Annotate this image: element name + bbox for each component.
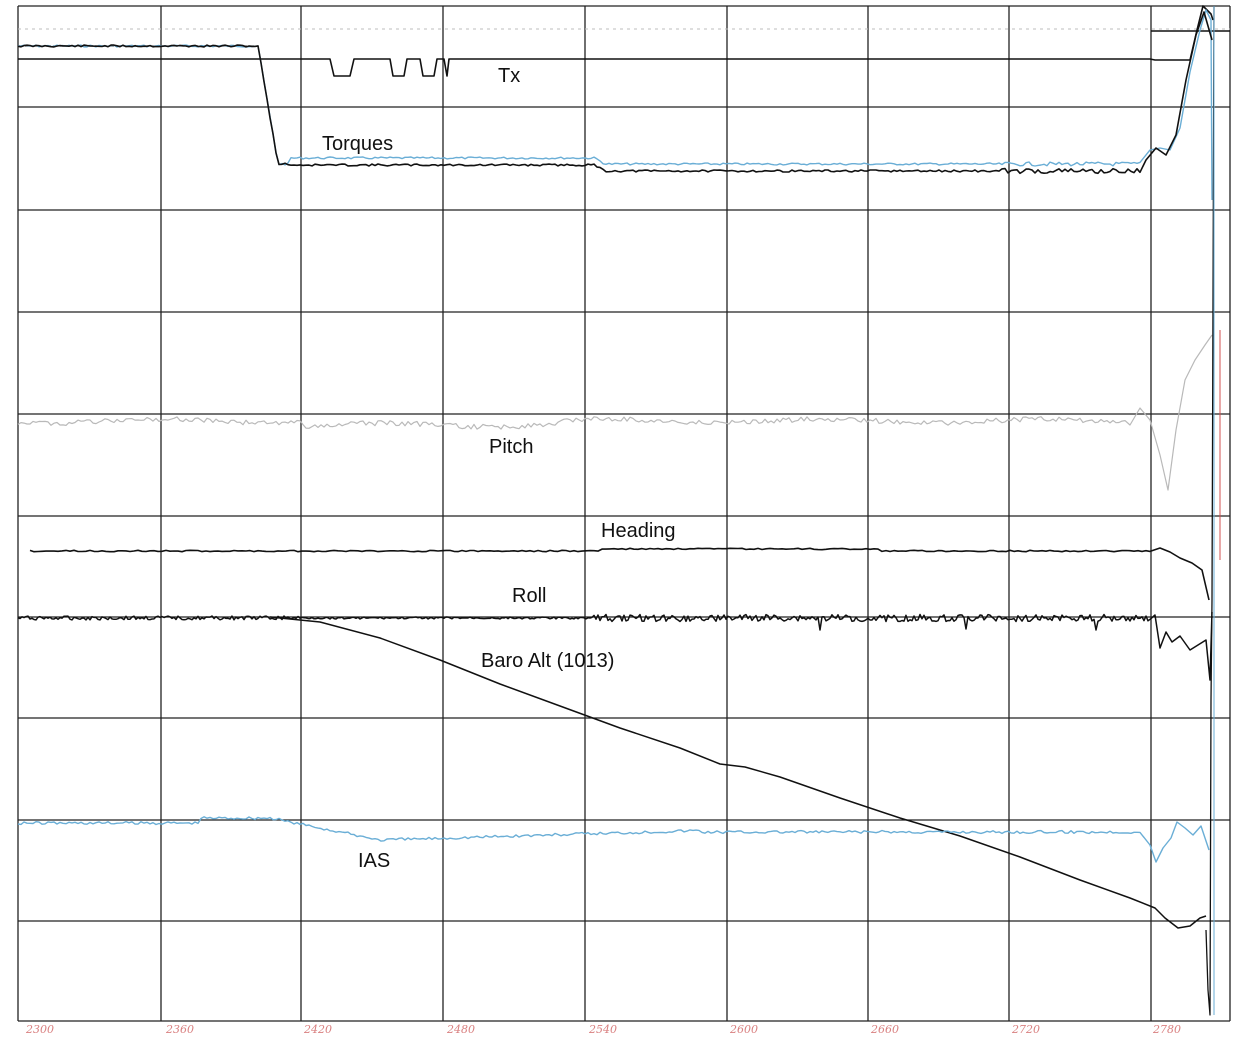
series-traces (17, 5, 1221, 1016)
x-tick-label-3: 2480 (446, 1023, 475, 1036)
x-tick-labels: 2300 2360 2420 2480 2540 2600 2660 2720 2780 (25, 1023, 1181, 1036)
x-tick-label-1: 2360 (165, 1023, 194, 1036)
series-label-pitch: Pitch (489, 436, 533, 458)
x-tick-label-8: 2780 (1152, 1023, 1181, 1036)
series-line-terminal-spike (1205, 5, 1215, 1016)
series-line-pitch (17, 334, 1213, 491)
plot-grid (17, 5, 1231, 1022)
series-label-ias: IAS (358, 850, 390, 872)
series-line-heading (29, 547, 1210, 601)
x-tick-label-6: 2660 (870, 1023, 899, 1036)
series-label-baro-alt: Baro Alt (1013) (481, 650, 614, 672)
series-line-torques-2 (17, 11, 1213, 175)
x-tick-label-7: 2720 (1011, 1023, 1040, 1036)
series-line-baro-alt (269, 616, 1207, 929)
series-line-roll (17, 611, 1213, 681)
series-label-heading: Heading (601, 520, 676, 542)
series-label-tx: Tx (498, 65, 520, 87)
x-tick-label-5: 2600 (729, 1023, 758, 1036)
series-labels: Tx Torques Pitch Heading Roll Baro Alt (… (322, 65, 676, 872)
x-tick-label-0: 2300 (25, 1023, 54, 1036)
series-line-ias (17, 816, 1210, 863)
series-label-roll: Roll (512, 585, 546, 607)
x-tick-label-2: 2420 (303, 1023, 332, 1036)
x-tick-label-4: 2540 (588, 1023, 617, 1036)
series-label-torques: Torques (322, 133, 393, 155)
